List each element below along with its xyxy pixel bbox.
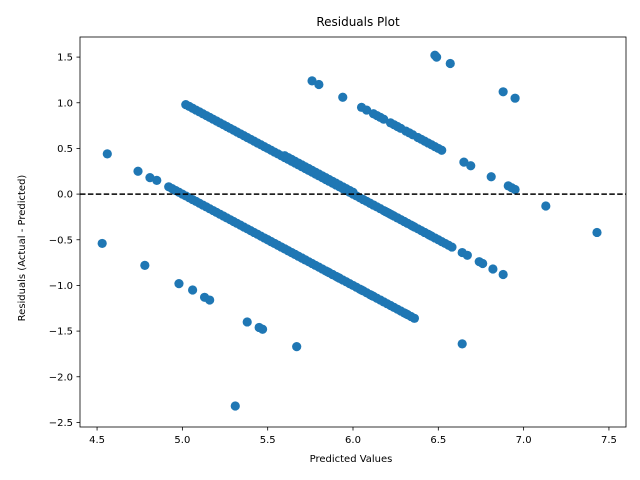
residual-point [432,52,442,62]
x-tick-label: 5.5 [260,435,276,446]
residual-point [152,175,162,185]
y-tick-label: 0.0 [57,190,73,201]
x-tick-label: 7.5 [601,435,617,446]
residual-point [338,92,348,102]
chart-title: Residuals Plot [316,15,400,29]
residual-point [97,238,107,249]
y-tick-label: −0.5 [49,235,73,246]
x-axis-ticks: 4.5 5.0 5.5 6.0 6.5 7.0 7.5 [89,427,617,446]
residual-point [541,201,551,211]
residual-point [408,221,418,231]
residual-point [102,149,112,159]
y-tick-label: −1.5 [49,327,73,338]
residual-point [356,285,367,295]
residual-point [292,342,302,352]
residual-point [379,114,389,124]
residual-point [478,258,488,269]
residual-point [457,339,467,349]
residual-point [230,401,240,411]
residual-point [437,145,447,155]
residual-point [447,242,457,252]
residual-point [242,317,252,327]
residual-point [205,295,215,305]
residual-point [140,260,150,270]
residual-point [510,93,520,103]
residual-point [348,187,358,197]
residual-point [367,290,377,301]
residual-point [188,285,198,295]
y-tick-label: 1.0 [57,98,73,109]
residual-point [368,200,379,210]
x-tick-label: 7.0 [516,435,532,446]
residual-point [462,250,472,260]
x-tick-label: 6.0 [345,435,361,446]
residual-point [401,309,411,319]
residual-point [174,279,184,289]
residual-point [314,79,324,90]
y-tick-label: −2.0 [49,372,73,383]
residual-point [133,166,143,176]
plot-frame [79,36,627,428]
residual-point [488,264,498,274]
residual-point [445,58,455,69]
residual-point [362,105,372,115]
residual-point [498,87,508,97]
residual-point [334,273,344,283]
x-axis-label: Predicted Values [310,454,393,465]
residual-point [466,161,476,171]
residual-point [592,227,602,238]
residual-point [486,172,496,182]
y-tick-label: −1.0 [49,281,73,292]
x-tick-label: 6.5 [430,435,446,446]
y-tick-label: 1.5 [57,53,73,64]
residual-point [307,76,317,86]
y-axis-label: Residuals (Actual - Predicted) [17,175,28,322]
residual-point [257,324,268,334]
y-tick-label: −2.5 [49,418,73,429]
residual-point [510,184,520,195]
residual-point [358,194,368,205]
residual-point [498,269,508,280]
y-tick-label: 0.5 [57,144,73,155]
x-tick-label: 5.0 [174,435,190,446]
residual-point [425,230,435,240]
x-tick-label: 4.5 [89,435,105,446]
residual-point [409,313,420,323]
points-layer [97,50,602,411]
residual-point [459,157,469,167]
residual-point [300,255,310,265]
y-axis-ticks: −2.5 −2.0 −1.5 −1.0 −0.5 0.0 0.5 1.0 1.5 [49,53,80,429]
